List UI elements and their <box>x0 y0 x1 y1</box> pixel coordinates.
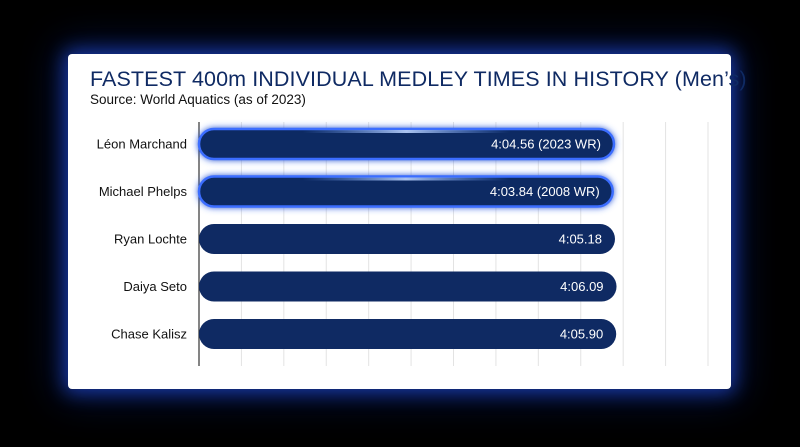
category-label-1: Michael Phelps <box>99 184 188 199</box>
chart-card: FASTEST 400m INDIVIDUAL MEDLEY TIMES IN … <box>68 54 747 389</box>
bar-3 <box>199 271 617 302</box>
bar-1 <box>197 175 614 208</box>
bar-4 <box>199 319 617 349</box>
bar-chart: Léon Marchand 4:04.56 (2023 WR) Michael Ph… <box>97 122 709 366</box>
value-label-3: 4:06.09 <box>560 279 603 294</box>
bar-highlight-1 <box>302 177 510 181</box>
category-label-0: Léon Marchand <box>97 137 187 152</box>
value-label-2: 4:05.18 <box>559 232 602 247</box>
plot-area: Léon Marchand 4:04.56 (2023 WR) Michael Ph… <box>68 54 731 389</box>
chart-title: FASTEST 400m INDIVIDUAL MEDLEY TIMES IN … <box>90 67 747 91</box>
category-label-4: Chase Kalisz <box>111 327 187 342</box>
value-label-0: 4:04.56 (2023 WR) <box>491 137 601 152</box>
value-label-1: 4:03.84 (2008 WR) <box>490 184 600 199</box>
bar-2 <box>199 224 615 254</box>
category-label-3: Daiya Seto <box>123 279 187 294</box>
chart-subtitle: Source: World Aquatics (as of 2023) <box>90 92 306 107</box>
value-label-4: 4:05.90 <box>560 327 603 342</box>
bar-0 <box>197 127 616 161</box>
bar-highlight-0 <box>302 130 511 133</box>
category-label-2: Ryan Lochte <box>114 232 187 247</box>
